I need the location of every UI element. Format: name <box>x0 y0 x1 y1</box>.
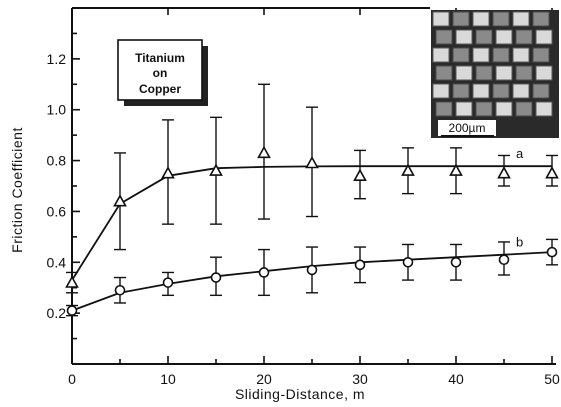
inset-cell <box>432 47 450 63</box>
inset-cell <box>432 11 450 27</box>
data-point <box>162 277 174 288</box>
data-point <box>305 155 319 169</box>
data-point <box>161 166 175 179</box>
inset-cells <box>432 11 553 117</box>
inset-cell <box>452 83 470 99</box>
data-point <box>497 166 511 179</box>
inset-cell <box>512 11 530 27</box>
data-point <box>353 168 367 181</box>
y-tick-label: 0.6 <box>47 203 67 219</box>
inset-cell <box>515 29 533 45</box>
data-point <box>449 163 463 176</box>
inset-cell <box>455 29 473 45</box>
inset-cell <box>535 101 553 117</box>
inset-cell <box>495 101 513 117</box>
x-tick-label: 30 <box>352 371 368 387</box>
x-axis-title: Sliding-Distance, m <box>235 386 365 402</box>
annotation-line-1: Titanium <box>135 51 185 65</box>
inset-cell <box>492 83 510 99</box>
data-point <box>545 166 559 179</box>
data-point <box>66 305 78 316</box>
data-point <box>258 267 270 278</box>
y-tick-label: 1.0 <box>47 102 67 118</box>
annotation-box: Titanium on Copper <box>117 39 208 106</box>
inset-cell <box>435 101 453 117</box>
inset-cell <box>532 47 550 63</box>
inset-cell <box>495 29 513 45</box>
inset-cell <box>475 29 493 45</box>
data-point <box>209 163 223 176</box>
data-point <box>498 254 510 266</box>
y-axis-title: Friction Coefficient <box>9 127 25 253</box>
y-tick-label: 0.4 <box>47 254 67 270</box>
data-point <box>113 194 127 207</box>
inset-cell <box>475 65 493 81</box>
inset-cell <box>492 11 510 27</box>
series-a: a <box>65 83 559 294</box>
data-point <box>450 256 462 268</box>
inset-cell <box>515 65 533 81</box>
inset-cell <box>535 65 553 81</box>
data-point <box>546 246 558 258</box>
inset-cell <box>475 101 493 117</box>
annotation-line-2: on <box>153 66 168 80</box>
inset-cell <box>512 83 530 99</box>
inset-cell <box>435 65 453 81</box>
y-tick-label: 0.2 <box>47 305 67 321</box>
data-point <box>402 256 414 268</box>
inset-cell <box>472 83 490 99</box>
data-point <box>257 145 271 159</box>
series-label: a <box>516 146 524 161</box>
inset-cell <box>452 47 470 63</box>
inset-cell <box>435 29 453 45</box>
inset-cell <box>532 11 550 27</box>
series-layer: ab <box>65 83 559 317</box>
data-point <box>401 163 415 176</box>
ticks-layer: 0 10 20 30 40 50 0.2 0.4 0.6 0.8 1.0 1.2 <box>47 8 560 387</box>
inset-cell <box>492 47 510 63</box>
y-tick-label: 1.2 <box>47 51 67 67</box>
inset-cell <box>515 101 533 117</box>
inset-cell <box>535 29 553 45</box>
inset-cell <box>495 65 513 81</box>
inset-cell <box>452 11 470 27</box>
inset-cell <box>532 83 550 99</box>
data-point <box>306 264 318 276</box>
series-label: b <box>516 235 523 250</box>
inset-cell <box>472 11 490 27</box>
inset-cell <box>455 65 473 81</box>
series-b: b <box>66 235 558 317</box>
inset-scale-label: 200µm <box>449 121 486 135</box>
x-tick-label: 0 <box>68 371 76 387</box>
annotation-line-3: Copper <box>139 82 181 96</box>
x-tick-label: 50 <box>544 371 560 387</box>
inset-cell <box>472 47 490 63</box>
data-point <box>114 284 126 296</box>
data-point <box>65 275 79 288</box>
inset-cell <box>455 101 473 117</box>
inset-cell <box>512 47 530 63</box>
y-tick-label: 0.8 <box>47 153 67 169</box>
inset-micrograph: 200µm <box>431 10 559 138</box>
x-tick-label: 10 <box>160 371 176 387</box>
inset-cell <box>432 83 450 99</box>
data-point <box>354 259 366 271</box>
data-point <box>210 272 222 283</box>
x-tick-label: 40 <box>448 371 464 387</box>
x-tick-label: 20 <box>256 371 272 387</box>
